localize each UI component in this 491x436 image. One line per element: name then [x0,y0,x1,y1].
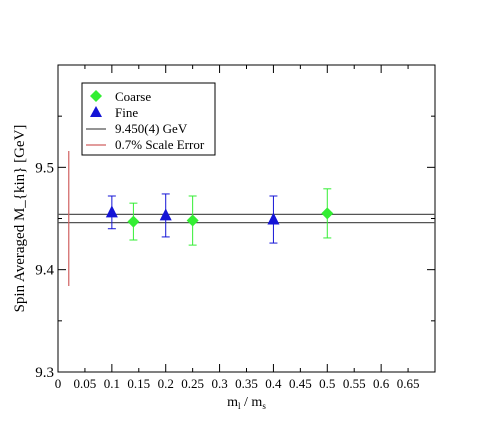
legend-coarse-marker [90,90,102,102]
x-tick-label: 0.3 [211,376,227,391]
legend-band-label: 9.450(4) GeV [115,121,188,136]
x-tick-label: 0 [55,376,62,391]
fine-point [159,208,172,221]
x-tick-label: 0.1 [104,376,120,391]
data-points [105,188,334,246]
legend-coarse-label: Coarse [115,89,151,104]
x-tick-label: 0.45 [289,376,312,391]
legend-fine-marker [90,106,102,117]
x-tick-label: 0.25 [181,376,204,391]
fine-point [267,212,280,225]
fine-point [105,205,118,218]
coarse-point [186,214,199,227]
x-tick-label: 0.35 [235,376,258,391]
x-tick-label: 0.05 [74,376,97,391]
x-tick-label: 0.4 [265,376,282,391]
y-tick-label: 9.3 [35,365,54,381]
legend: Coarse Fine 9.450(4) GeV 0.7% Scale Erro… [81,82,216,156]
coarse-point [127,215,140,228]
legend-box [81,82,216,156]
x-axis-label-sep: / m [241,395,263,410]
x-axis-label-sub1: l [238,401,241,411]
x-tick-label: 0.55 [343,376,366,391]
x-tick-label: 0.5 [319,376,335,391]
band-lines [58,213,435,224]
y-tick-label: 9.4 [35,263,54,279]
x-tick-label: 0.65 [397,376,420,391]
x-axis-label-sub2: s [262,401,266,411]
x-axis-label-main: m [227,395,238,410]
y-tick-label: 9.5 [35,160,54,176]
coarse-point [321,207,334,220]
legend-scale-label: 0.7% Scale Error [115,137,205,152]
x-tick-label: 0.6 [373,376,390,391]
tick-labels: 0 0.05 0.1 0.15 0.2 0.25 0.3 0.35 0.4 0.45 0.5 0.55… [35,160,419,391]
x-tick-label: 0.15 [127,376,150,391]
legend-fine-label: Fine [115,105,138,120]
y-axis-label: Spin Averaged M_{kin} [GeV] [12,125,28,313]
x-axis-label: ml / ms [227,395,266,411]
axis-ticks [57,64,436,373]
x-tick-label: 0.2 [158,376,174,391]
